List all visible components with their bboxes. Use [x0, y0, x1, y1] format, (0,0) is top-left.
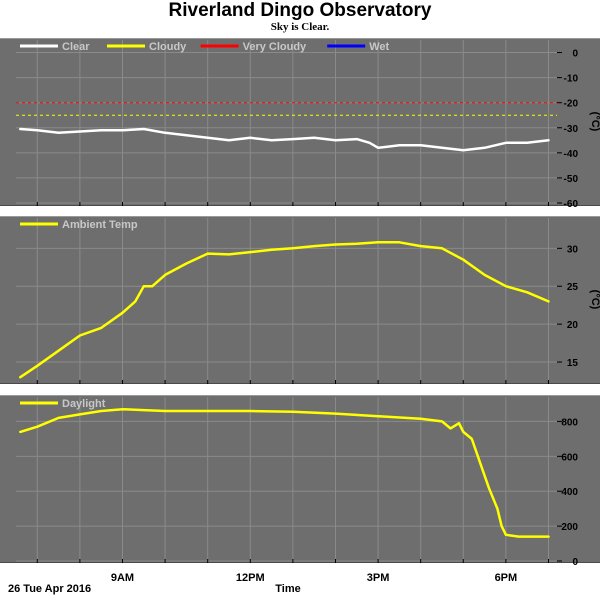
legend-label-very-cloudy: Very Cloudy — [243, 41, 307, 53]
panel-2-ytick-label: 30 — [567, 244, 579, 255]
panel-1-ytick-label: -10 — [564, 74, 579, 85]
xtick-label: 12PM — [236, 572, 265, 584]
panel-2-ytick-label: 20 — [567, 320, 579, 331]
panel-2-background — [0, 216, 600, 384]
panel-3-ytick-label: 200 — [561, 522, 578, 533]
panel-3-ytick-label: 0 — [572, 557, 578, 568]
panel-1-ylabel: (°C) — [589, 112, 600, 132]
sky-status: Sky is Clear. — [270, 21, 330, 33]
panel-3-ytick-label: 400 — [561, 487, 578, 498]
legend-label-ambient-temp: Ambient Temp — [62, 219, 138, 231]
panel-3-ytick-label: 600 — [561, 452, 578, 463]
series-line-ambient-temp — [19, 241, 550, 379]
legend-label-daylight: Daylight — [62, 398, 106, 410]
x-axis-label: Time — [275, 583, 301, 595]
panel-2-ylabel: (°C) — [589, 290, 600, 310]
panel-3-background — [0, 395, 600, 563]
page-title: Riverland Dingo Observatory — [168, 0, 432, 21]
legend-label-clear: Clear — [62, 41, 90, 53]
panel-1-ytick-label: -20 — [564, 99, 579, 110]
xtick-label: 9AM — [111, 572, 134, 584]
panel-1-ytick-label: -30 — [564, 124, 579, 135]
panel-1-ytick-label: 0 — [572, 49, 578, 60]
xtick-label: 6PM — [495, 572, 518, 584]
panel-1-ytick-label: -60 — [564, 199, 579, 210]
panel-1-ytick-label: -50 — [564, 174, 579, 185]
panel-1-background — [0, 38, 600, 206]
xtick-label: 3PM — [367, 572, 390, 584]
panel-3-ytick-label: 800 — [561, 417, 578, 428]
panel-2-ytick-label: 25 — [567, 282, 579, 293]
series-line-daylight — [19, 407, 550, 538]
panel-2-ytick-label: 15 — [567, 358, 579, 369]
panel-1-ytick-label: -40 — [564, 149, 579, 160]
legend-label-wet: Wet — [369, 41, 389, 53]
series-line-clear — [19, 127, 550, 152]
legend-label-cloudy: Cloudy — [149, 41, 187, 53]
date-label: 26 Tue Apr 2016 — [8, 583, 92, 595]
